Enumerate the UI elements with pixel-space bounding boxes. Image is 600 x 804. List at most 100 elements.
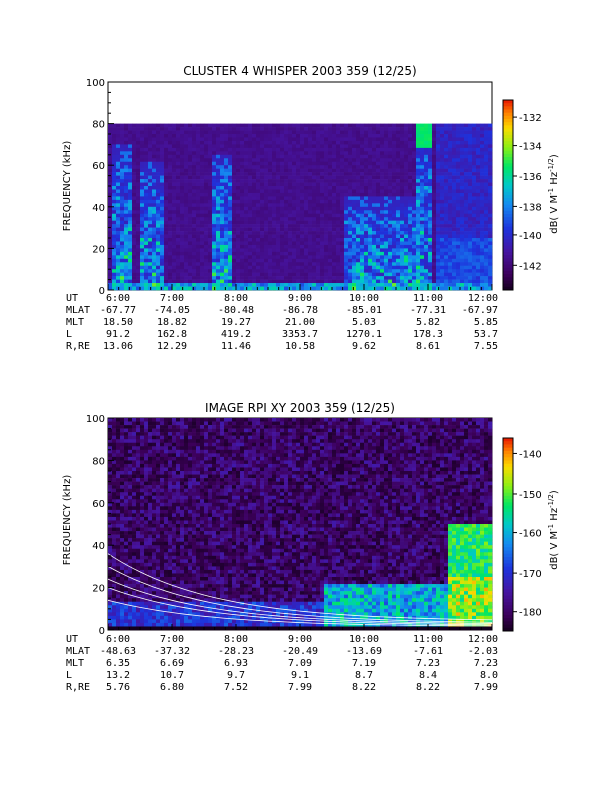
- cluster-ylabel: FREQUENCY (kHz): [62, 141, 73, 232]
- rpi-ephem-value: -48.63: [100, 646, 136, 657]
- rpi-ephem-value: 8.4: [419, 670, 437, 681]
- cluster-title: CLUSTER 4 WHISPER 2003 359 (12/25): [183, 64, 416, 78]
- cluster-ephem-value: 5.03: [352, 317, 376, 328]
- cluster-ephem-value: 3353.7: [282, 329, 318, 340]
- rpi-title: IMAGE RPI XY 2003 359 (12/25): [205, 401, 395, 415]
- cluster-ephem-label: UT: [66, 293, 78, 304]
- rpi-ephem-value: 13.2: [106, 670, 130, 681]
- cluster-colorbar: -132 -134 -136 -138 -140 -142 dB( V M-1 Hz-1/…: [503, 100, 560, 290]
- rpi-ephem-value: 7.09: [288, 658, 312, 669]
- cluster-ephem-value: 21.00: [285, 317, 315, 328]
- rpi-ephem-value: 6.80: [160, 682, 184, 693]
- rpi-ephem-value: -2.03: [468, 646, 498, 657]
- cluster-ephem-value: 12:00: [468, 293, 498, 304]
- cluster-ytick-label: 80: [92, 120, 105, 131]
- rpi-ephem-value: 8.22: [416, 682, 440, 693]
- cluster-ephem-value: -86.78: [282, 305, 318, 316]
- rpi-ephem-value: 10.7: [160, 670, 184, 681]
- cluster-ephem-value: -80.48: [218, 305, 254, 316]
- cluster-ephem-value: 8.61: [416, 341, 440, 352]
- cluster-ephem-label: R,RE: [66, 341, 90, 352]
- cluster-ephem-value: 18.50: [103, 317, 133, 328]
- rpi-ytick-label: 40: [92, 541, 105, 552]
- cluster-ytick-label: 100: [86, 78, 105, 89]
- cluster-ephem-value: 9.62: [352, 341, 376, 352]
- cluster-ephem-value: 91.2: [106, 329, 130, 340]
- cluster-colorbar-tick: -140: [519, 231, 542, 242]
- cluster-colorbar-tick: -138: [519, 202, 542, 213]
- rpi-colorbar-tick: -140: [519, 449, 542, 460]
- cluster-ytick-label: 20: [92, 244, 105, 255]
- rpi-ephem-label: MLT: [66, 658, 84, 669]
- rpi-ytick-label: 100: [86, 414, 105, 425]
- cluster-ephem-value: 10.58: [285, 341, 315, 352]
- cluster-colorbar-tick: -136: [519, 172, 542, 183]
- rpi-ephem-value: 9.7: [227, 670, 245, 681]
- cluster-ephem-value: 11.46: [221, 341, 251, 352]
- cluster-ephem-value: 1270.1: [346, 329, 382, 340]
- cluster-colorbar-tick: -134: [519, 142, 542, 153]
- rpi-ephem-value: 6.35: [106, 658, 130, 669]
- rpi-ephem-value: 10:00: [349, 634, 379, 645]
- cluster-ephem-value: -85.01: [346, 305, 382, 316]
- cluster-ytick-label: 40: [92, 203, 105, 214]
- cluster-ephem-value: 8:00: [224, 293, 248, 304]
- rpi-ephem-value: 5.76: [106, 682, 130, 693]
- rpi-ephem-value: 7.52: [224, 682, 248, 693]
- cluster-spectrogram: [108, 124, 492, 291]
- cluster-ephem-value: 12.29: [157, 341, 187, 352]
- rpi-colorbar-label: dB( V M-1 Hz-1/2): [547, 490, 560, 570]
- rpi-ephem-value: 6.69: [160, 658, 184, 669]
- cluster-ephem-value: 10:00: [349, 293, 379, 304]
- rpi-ephem-value: 9.1: [291, 670, 309, 681]
- cluster-ephem-value: 53.7: [474, 329, 498, 340]
- cluster-ytick-label: 0: [99, 286, 105, 297]
- rpi-colorbar: -140 -150 -160 -170 -180 dB( V M-1 Hz-1/2): [503, 438, 560, 631]
- cluster-ephem-value: 9:00: [288, 293, 312, 304]
- cluster-colorbar-tick: -142: [519, 261, 542, 272]
- rpi-ephem-value: 11:00: [413, 634, 443, 645]
- rpi-ephem-value: 8.0: [480, 670, 498, 681]
- rpi-ephem-value: 8.22: [352, 682, 376, 693]
- cluster-ephem-value: -67.77: [100, 305, 136, 316]
- rpi-ytick-label: 0: [99, 626, 105, 637]
- cluster-ephem-value: 11:00: [413, 293, 443, 304]
- cluster-ephem-value: 19.27: [221, 317, 251, 328]
- rpi-ephem-value: -7.61: [413, 646, 443, 657]
- cluster-ephem-value: 5.85: [474, 317, 498, 328]
- cluster-ephem-value: 13.06: [103, 341, 133, 352]
- rpi-ephem-label: R,RE: [66, 682, 90, 693]
- cluster-ephem-value: 7.55: [474, 341, 498, 352]
- cluster-ephem-value: -67.97: [462, 305, 498, 316]
- rpi-ephem-value: -28.23: [218, 646, 254, 657]
- cluster-ephem-value: 7:00: [160, 293, 184, 304]
- rpi-ephem-value: 6:00: [106, 634, 130, 645]
- rpi-colorbar-tick: -150: [519, 490, 542, 501]
- rpi-ylabel: FREQUENCY (kHz): [62, 475, 73, 566]
- cluster-ephem-value: 6:00: [106, 293, 130, 304]
- rpi-ephem-value: 7.23: [474, 658, 498, 669]
- rpi-ytick-label: 20: [92, 584, 105, 595]
- rpi-ephem-value: 7.99: [288, 682, 312, 693]
- cluster-ephem-label: L: [66, 329, 72, 340]
- cluster-ephem-value: -74.05: [154, 305, 190, 316]
- cluster-colorbar-label: dB( V M-1 Hz-1/2): [547, 154, 560, 234]
- cluster-ephem-label: MLT: [66, 317, 84, 328]
- rpi-ephem-value: 8.7: [355, 670, 373, 681]
- rpi-ephem-value: 7:00: [160, 634, 184, 645]
- rpi-colorbar-tick: -180: [519, 608, 542, 619]
- rpi-ytick-label: 80: [92, 456, 105, 467]
- rpi-ephem-value: 7.99: [474, 682, 498, 693]
- rpi-ephem-value: -13.69: [346, 646, 382, 657]
- rpi-ephem-label: MLAT: [66, 646, 90, 657]
- rpi-spectrogram: [108, 418, 492, 630]
- rpi-colorbar-tick: -160: [519, 529, 542, 540]
- cluster-ephem-value: 5.82: [416, 317, 440, 328]
- rpi-colorbar-tick: -170: [519, 569, 542, 580]
- cluster-colorbar-tick: -132: [519, 113, 542, 124]
- rpi-ytick-label: 60: [92, 499, 105, 510]
- rpi-ephem-value: -20.49: [282, 646, 318, 657]
- cluster-ephem-value: -77.31: [410, 305, 446, 316]
